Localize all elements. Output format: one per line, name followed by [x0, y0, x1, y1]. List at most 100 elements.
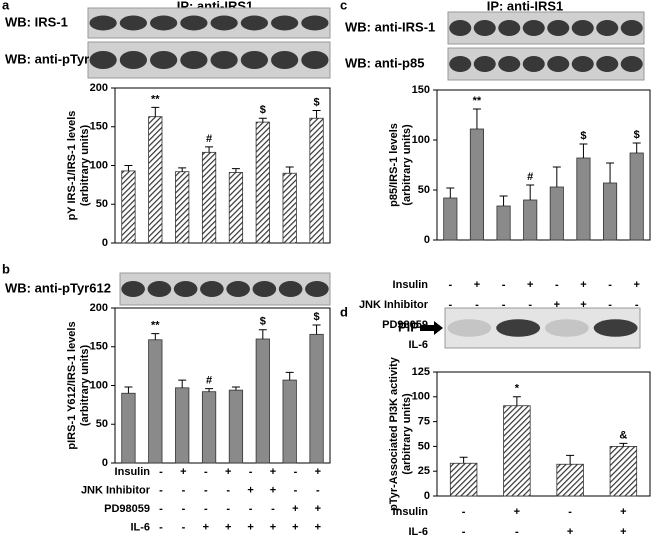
- bar: [282, 172, 297, 244]
- error-bar: [151, 106, 160, 117]
- y-tick-label: 125: [412, 366, 430, 378]
- condition-label: JNK Inhibitor: [359, 299, 429, 311]
- y-axis-label-line: (arbitrary units): [79, 345, 91, 427]
- blot-band: [173, 281, 198, 297]
- condition-sign: +: [203, 521, 209, 533]
- y-tick-label: 100: [90, 379, 108, 391]
- panel-letter: c: [340, 0, 347, 12]
- significance-mark: **: [473, 95, 482, 107]
- error-bar: [552, 166, 561, 187]
- blot-band: [305, 281, 329, 297]
- condition-sign: +: [225, 521, 231, 533]
- bar: [255, 121, 270, 244]
- condition-sign: +: [633, 279, 639, 291]
- condition-label: IL-6: [408, 526, 428, 538]
- y-axis-label: pTyr-Associated PI3K activity (arbitrary …: [388, 356, 413, 511]
- error-bar: [459, 456, 468, 464]
- error-bar: [231, 386, 240, 391]
- significance-mark: &: [619, 429, 627, 441]
- significance-mark: #: [527, 171, 533, 183]
- blot-label: WB: anti-pTyr612: [5, 280, 111, 295]
- condition-sign: +: [270, 484, 276, 496]
- error-bar: [205, 146, 214, 153]
- y-axis-label: p85/IRS-1 levels (arbitrary units): [388, 123, 413, 207]
- condition-label: Insulin: [115, 466, 151, 478]
- bar: [496, 205, 511, 241]
- bar: [121, 170, 136, 244]
- condition-sign: -: [159, 503, 163, 515]
- blot-label: PIP: [398, 319, 419, 334]
- bar: [282, 379, 297, 464]
- error-bar: [619, 442, 628, 447]
- blot: [87, 41, 331, 79]
- blot-band: [200, 281, 224, 297]
- condition-sign: +: [620, 526, 626, 538]
- significance-mark: *: [515, 383, 520, 395]
- bar: [309, 117, 324, 244]
- significance-mark: $: [580, 130, 586, 142]
- condition-sign: +: [292, 521, 298, 533]
- y-tick-label: 100: [412, 391, 430, 403]
- blot-band: [147, 281, 172, 297]
- condition-sign: -: [182, 503, 186, 515]
- blot-band: [301, 15, 329, 31]
- bar: [629, 152, 644, 241]
- condition-sign: -: [226, 503, 230, 515]
- panel-letter: a: [2, 0, 10, 12]
- blot-band: [596, 56, 619, 72]
- condition-sign: +: [315, 466, 321, 478]
- blot-band: [571, 56, 594, 72]
- bar: [576, 157, 591, 241]
- blot-band: [496, 319, 541, 337]
- blot-band: [210, 51, 238, 69]
- condition-sign: -: [475, 299, 479, 311]
- significance-mark: $: [260, 316, 266, 328]
- blot-band: [620, 20, 643, 36]
- condition-label: PD98059: [104, 503, 150, 515]
- y-tick-label: 150: [90, 341, 108, 353]
- condition-sign: -: [608, 299, 612, 311]
- error-bar: [579, 143, 588, 158]
- plot-frame: [114, 87, 331, 244]
- condition-sign: +: [315, 503, 321, 515]
- condition-sign: +: [620, 506, 626, 518]
- bar: [469, 128, 484, 241]
- condition-sign: -: [448, 279, 452, 291]
- blot-band: [547, 56, 570, 72]
- condition-sign: -: [159, 466, 163, 478]
- bar: [449, 462, 478, 497]
- condition-sign: -: [462, 506, 466, 518]
- error-bar: [566, 454, 575, 465]
- condition-sign: -: [204, 503, 208, 515]
- error-bar: [632, 142, 641, 153]
- y-tick-label: 50: [96, 198, 108, 210]
- error-bar: [178, 167, 187, 172]
- bar: [523, 199, 538, 241]
- condition-sign: +: [247, 484, 253, 496]
- significance-mark: $: [634, 129, 640, 141]
- error-bar: [499, 195, 508, 206]
- plot-frame: [114, 307, 331, 464]
- y-tick-label: 25: [418, 465, 430, 477]
- blot-label: WB: IRS-1: [5, 14, 68, 29]
- y-tick-label: 200: [90, 302, 108, 314]
- y-axis-label-line: pTyr-Associated PI3K activity: [388, 356, 400, 511]
- bar: [228, 389, 244, 464]
- blot-band: [180, 51, 208, 69]
- condition-sign: -: [271, 503, 275, 515]
- condition-sign: -: [608, 279, 612, 291]
- condition-sign: +: [514, 506, 520, 518]
- error-bar: [606, 162, 615, 183]
- panel-letter: b: [2, 261, 10, 276]
- y-tick-label: 0: [424, 490, 430, 502]
- plot-frame: [436, 371, 651, 497]
- error-bar: [151, 333, 160, 340]
- bar: [121, 392, 136, 464]
- condition-sign: -: [182, 521, 186, 533]
- error-bar: [512, 396, 521, 406]
- condition-label: JNK Inhibitor: [81, 484, 151, 496]
- condition-sign: -: [294, 484, 298, 496]
- condition-sign: -: [182, 484, 186, 496]
- condition-sign: -: [294, 466, 298, 478]
- bar: [443, 197, 458, 241]
